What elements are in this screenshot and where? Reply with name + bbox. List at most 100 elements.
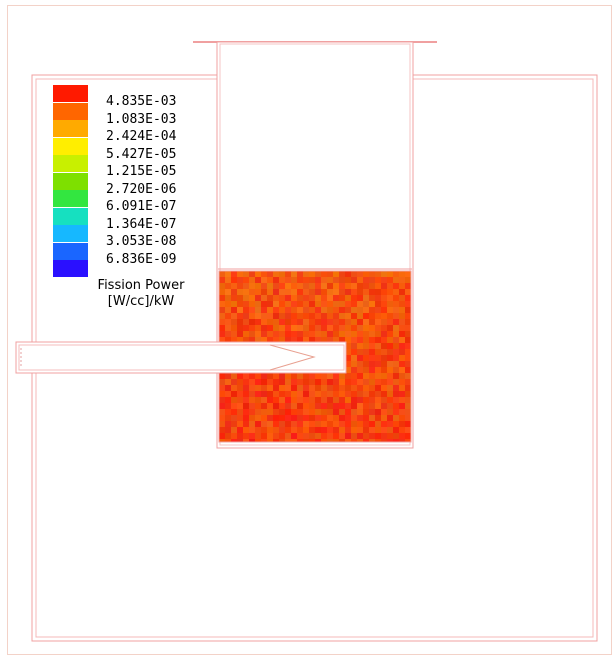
- fuel-cell: [297, 337, 303, 343]
- legend-value-label: 3.053E-08: [106, 234, 177, 249]
- fuel-cell: [255, 403, 261, 409]
- fuel-cell: [255, 385, 261, 391]
- fuel-cell: [237, 421, 243, 427]
- fuel-cell: [219, 325, 225, 331]
- fuel-cell: [381, 325, 387, 331]
- fuel-cell: [357, 421, 363, 427]
- fuel-cell: [255, 277, 261, 283]
- fuel-cell: [375, 349, 381, 355]
- fuel-cell: [309, 277, 315, 283]
- fuel-cell: [303, 379, 309, 385]
- fuel-cell: [339, 439, 345, 442]
- fuel-cell: [393, 325, 399, 331]
- fuel-cell: [315, 325, 321, 331]
- fuel-cell: [273, 301, 279, 307]
- fuel-cell: [375, 403, 381, 409]
- fuel-cell: [267, 283, 273, 289]
- fuel-cell: [375, 331, 381, 337]
- fuel-cell: [393, 385, 399, 391]
- fuel-cell: [315, 433, 321, 439]
- fuel-cell: [279, 433, 285, 439]
- fuel-cell: [357, 385, 363, 391]
- fuel-cell: [375, 427, 381, 433]
- fuel-cell: [255, 421, 261, 427]
- fuel-cell: [327, 319, 333, 325]
- fuel-cell: [243, 283, 249, 289]
- fuel-cell: [399, 283, 405, 289]
- fuel-cell: [261, 331, 267, 337]
- fuel-cell: [369, 313, 375, 319]
- fuel-cell: [363, 295, 369, 301]
- fuel-cell: [405, 439, 411, 442]
- fuel-cell: [393, 439, 399, 442]
- fuel-cell: [399, 397, 405, 403]
- fuel-cell: [357, 289, 363, 295]
- fuel-cell: [267, 271, 273, 277]
- fuel-cell: [399, 271, 405, 277]
- legend-swatch: [53, 242, 88, 260]
- fuel-cell: [339, 415, 345, 421]
- fuel-cell: [255, 283, 261, 289]
- fuel-cell: [405, 355, 411, 361]
- fuel-cell: [315, 379, 321, 385]
- fuel-cell: [351, 355, 357, 361]
- fuel-cell: [309, 271, 315, 277]
- fuel-cell: [375, 379, 381, 385]
- fuel-cell: [315, 385, 321, 391]
- fuel-cell: [303, 331, 309, 337]
- fuel-cell: [243, 277, 249, 283]
- fuel-cell: [297, 379, 303, 385]
- fuel-cell: [345, 397, 351, 403]
- fuel-cell: [237, 331, 243, 337]
- fuel-cell: [327, 307, 333, 313]
- fuel-cell: [315, 277, 321, 283]
- fuel-cell: [291, 415, 297, 421]
- fuel-cell: [297, 385, 303, 391]
- fuel-cell: [363, 337, 369, 343]
- fuel-cell: [231, 313, 237, 319]
- fuel-cell: [279, 379, 285, 385]
- fuel-cell: [351, 337, 357, 343]
- fuel-cell: [375, 367, 381, 373]
- fuel-cell: [237, 313, 243, 319]
- fuel-cell: [231, 331, 237, 337]
- fuel-cell: [291, 313, 297, 319]
- legend-swatch: [53, 155, 88, 172]
- fuel-cell: [237, 325, 243, 331]
- fuel-cell: [345, 361, 351, 367]
- fuel-cell: [279, 295, 285, 301]
- fuel-cell: [243, 385, 249, 391]
- legend-swatch: [53, 190, 88, 207]
- fuel-cell: [369, 307, 375, 313]
- fuel-cell: [279, 397, 285, 403]
- fuel-cell: [219, 295, 225, 301]
- fuel-cell: [369, 361, 375, 367]
- fuel-cell: [369, 349, 375, 355]
- fuel-cell: [399, 409, 405, 415]
- fuel-cell: [267, 409, 273, 415]
- fuel-cell: [387, 403, 393, 409]
- fuel-cell: [375, 271, 381, 277]
- fuel-cell: [219, 397, 225, 403]
- fuel-cell: [375, 319, 381, 325]
- fuel-cell: [231, 427, 237, 433]
- fuel-cell: [393, 343, 399, 349]
- fuel-cell: [387, 313, 393, 319]
- fuel-cell: [339, 301, 345, 307]
- fuel-cell: [327, 415, 333, 421]
- fuel-cell: [255, 373, 261, 379]
- fuel-cell: [303, 439, 309, 442]
- fuel-cell: [255, 325, 261, 331]
- fuel-cell: [387, 271, 393, 277]
- fuel-cell: [291, 337, 297, 343]
- fuel-cell: [297, 415, 303, 421]
- fuel-cell: [219, 289, 225, 295]
- fuel-cell: [345, 337, 351, 343]
- fuel-cell: [261, 421, 267, 427]
- fuel-cell: [303, 295, 309, 301]
- fuel-cell: [237, 337, 243, 343]
- fuel-cell: [243, 307, 249, 313]
- fuel-cell: [279, 403, 285, 409]
- fuel-cell: [231, 325, 237, 331]
